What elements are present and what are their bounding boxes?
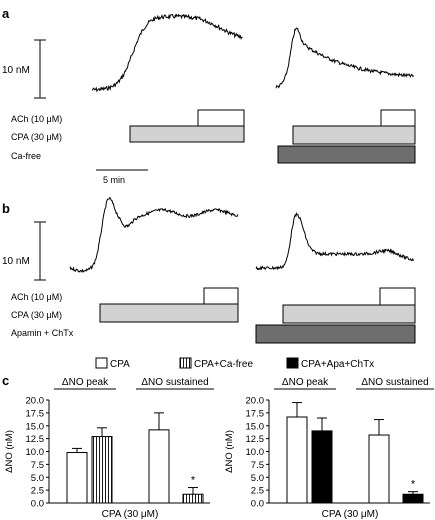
- y-tick-label: 5.0: [31, 473, 44, 484]
- ach-bar-a-right: [380, 109, 416, 127]
- significance-star: *: [411, 479, 416, 491]
- cafree-bar-a-right: [277, 145, 416, 164]
- legend-label-cpa: CPA: [110, 359, 130, 370]
- cpa-bar-a-left: [129, 125, 245, 143]
- row-label-ach-b: ACh (10 μM): [11, 292, 62, 302]
- panel-label-a: a: [2, 6, 10, 21]
- y-tick-label: 7.5: [251, 460, 264, 471]
- bar: [311, 430, 333, 504]
- y-tick-label: 15.0: [26, 421, 45, 432]
- panel-c: c CPA CPA+Ca-free CPA+Apa+ChTx 0.0 2.5 5.0…: [2, 357, 434, 520]
- group-label: ΔNO sustained: [361, 377, 428, 388]
- scale-label-a: 10 nM: [2, 65, 30, 76]
- group-label: ΔNO sustained: [141, 377, 208, 388]
- row-label-ach-a: ACh (10 μM): [11, 114, 62, 124]
- x-axis-label: CPA (30 μM): [322, 509, 379, 520]
- apamin-bar-b-right: [255, 324, 416, 344]
- bar: [148, 429, 170, 504]
- y-tick-label: 2.5: [251, 486, 264, 497]
- legend-label-cafree: CPA+Ca-free: [194, 359, 253, 370]
- y-tick-label: 0.0: [251, 499, 264, 510]
- scale-label-b: 10 nM: [2, 256, 30, 267]
- y-axis-label: ΔNO (nM): [4, 430, 15, 473]
- legend-swatch-cafree: [179, 357, 192, 369]
- trace-b-left: [69, 196, 239, 274]
- bar: [182, 493, 204, 504]
- y-tick-label: 12.5: [246, 434, 265, 445]
- row-label-cafree-a: Ca-free: [11, 151, 41, 161]
- y-tick-label: 7.5: [31, 460, 44, 471]
- y-tick-label: 10.0: [246, 447, 265, 458]
- trace-b-right: [255, 212, 414, 271]
- y-tick-label: 20.0: [26, 396, 45, 407]
- trace-a-right: [275, 27, 415, 89]
- panel-b: b 10 nM ACh (10 μM) CPA (30 μM) Apamin +…: [2, 196, 416, 344]
- group-label: ΔNO peak: [62, 377, 109, 388]
- legend: CPA CPA+Ca-free CPA+Apa+ChTx: [95, 357, 374, 370]
- bar: [66, 452, 88, 504]
- significance-star: *: [191, 475, 196, 487]
- y-tick-label: 10.0: [26, 447, 45, 458]
- row-label-apamin-b: Apamin + ChTx: [11, 328, 74, 338]
- legend-label-apa: CPA+Apa+ChTx: [301, 359, 374, 370]
- ach-bar-b-right: [379, 287, 416, 306]
- panel-a: a 10 nM ACh (10 μM) CPA (30 μM) Ca-free …: [2, 6, 416, 185]
- bar-chart-left: 0.0 2.5 5.0 7.5 10.0 12.5 15.0 17.520.0 ΔNO (nM)…: [4, 377, 214, 520]
- y-axis-label: ΔNO (nM): [224, 430, 235, 473]
- row-label-cpa-a: CPA (30 μM): [11, 132, 62, 142]
- cpa-bar-a-right: [292, 125, 416, 145]
- y-tick-label: 15.0: [246, 421, 265, 432]
- bar: [402, 493, 424, 504]
- cpa-bar-b-left: [99, 303, 239, 323]
- y-tick-label: 17.5: [26, 408, 45, 419]
- group-label: ΔNO peak: [282, 377, 329, 388]
- cpa-bar-b-right: [282, 304, 416, 324]
- y-tick-label: 20.0: [246, 396, 265, 407]
- bar-chart-right: 0.0 2.5 5.0 7.5 10.0 12.5 15.0 17.520.0 ΔNO (nM)…: [224, 377, 434, 520]
- bar: [91, 436, 113, 504]
- x-axis-label: CPA (30 μM): [102, 509, 159, 520]
- trace-a-left: [91, 13, 243, 93]
- row-label-cpa-b: CPA (30 μM): [11, 310, 62, 320]
- legend-swatch-apa: [286, 357, 299, 369]
- y-tick-label: 17.5: [246, 408, 265, 419]
- bar: [286, 416, 308, 504]
- legend-swatch-cpa: [95, 357, 108, 369]
- panel-label-c: c: [2, 373, 9, 388]
- ach-bar-a-left: [197, 109, 245, 127]
- ach-bar-b-left: [203, 287, 239, 305]
- time-scale-label: 5 min: [103, 175, 125, 185]
- y-tick-label: 12.5: [26, 434, 45, 445]
- bar: [368, 434, 390, 504]
- y-tick-label: 0.0: [31, 499, 44, 510]
- y-tick-label: 5.0: [251, 473, 264, 484]
- y-tick-label: 2.5: [31, 486, 44, 497]
- panel-label-b: b: [2, 201, 10, 216]
